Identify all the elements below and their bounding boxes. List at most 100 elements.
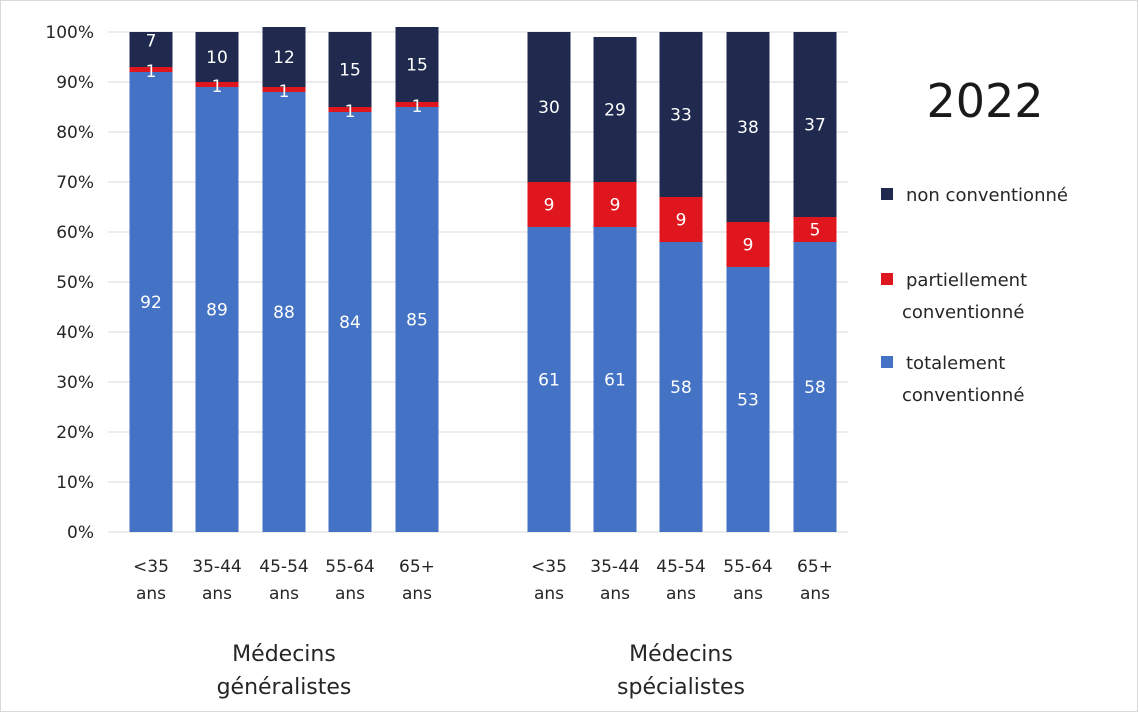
bar-segment bbox=[793, 32, 837, 217]
bar-segment bbox=[129, 72, 173, 532]
category-label: 55-64 bbox=[325, 557, 374, 577]
data-label: 30 bbox=[538, 98, 560, 118]
bar-segment bbox=[659, 197, 703, 242]
bar-segment bbox=[195, 87, 239, 532]
bar-segment bbox=[593, 227, 637, 532]
data-label: 38 bbox=[737, 118, 759, 138]
data-label: 9 bbox=[610, 196, 621, 216]
category-label: 35-44 bbox=[590, 557, 639, 577]
group-label: spécialistes bbox=[617, 675, 745, 700]
data-label: 85 bbox=[406, 311, 428, 331]
bars bbox=[129, 27, 837, 532]
data-label: 12 bbox=[273, 48, 295, 68]
legend-swatch bbox=[881, 356, 893, 368]
category-label: 65+ bbox=[797, 557, 833, 577]
y-tick-label: 40% bbox=[56, 323, 94, 343]
y-tick-label: 10% bbox=[56, 473, 94, 493]
group-label: généralistes bbox=[217, 675, 352, 700]
legend-label: conventionné bbox=[902, 302, 1024, 323]
bar-segment bbox=[659, 32, 703, 197]
category-label: ans bbox=[800, 584, 830, 604]
y-tick-label: 20% bbox=[56, 423, 94, 443]
data-label: 89 bbox=[206, 301, 228, 321]
category-label: <35 bbox=[531, 557, 567, 577]
data-label: 9 bbox=[743, 236, 754, 256]
bar-segment bbox=[395, 27, 439, 102]
bar-segment bbox=[527, 182, 571, 227]
data-label: 15 bbox=[406, 56, 428, 76]
data-label: 84 bbox=[339, 313, 361, 333]
data-label: 1 bbox=[146, 62, 157, 82]
bar-segment bbox=[593, 182, 637, 227]
y-tick-label: 60% bbox=[56, 223, 94, 243]
data-label: 1 bbox=[212, 77, 223, 97]
category-label: 45-54 bbox=[656, 557, 705, 577]
bar-segment bbox=[527, 227, 571, 532]
legend-swatch bbox=[881, 273, 893, 285]
bar-segment bbox=[262, 92, 306, 532]
chart-title: 2022 bbox=[926, 74, 1043, 128]
data-label: 92 bbox=[140, 293, 162, 313]
bar-segment bbox=[328, 32, 372, 107]
legend-label: conventionné bbox=[902, 385, 1024, 406]
data-labels: 92 1 7 89 1 10 88 1 12 84 1 15 85 1 15 61 9 30 61 9 29 58 9 33 5… bbox=[140, 32, 826, 411]
category-label: ans bbox=[335, 584, 365, 604]
data-label: 33 bbox=[670, 106, 692, 126]
bar-segment bbox=[129, 32, 173, 67]
y-tick-label: 0% bbox=[67, 523, 94, 543]
data-label: 1 bbox=[279, 82, 290, 102]
bar-segment bbox=[793, 217, 837, 242]
legend: non conventionné partiellement conventionn… bbox=[881, 185, 1068, 406]
x-axis: <35 ans 35-44 ans 45-54 ans 55-64 ans 65+ ans <35 a… bbox=[133, 557, 833, 604]
bar-segment bbox=[195, 82, 239, 87]
data-label: 53 bbox=[737, 391, 759, 411]
bar-segment bbox=[793, 242, 837, 532]
bar-segment bbox=[395, 102, 439, 107]
data-label: 58 bbox=[670, 378, 692, 398]
y-axis: 0% 10% 20% 30% 40% 50% 60% 70% 80% 90% 100% bbox=[45, 23, 94, 543]
data-label: 9 bbox=[676, 211, 687, 231]
category-label: <35 bbox=[133, 557, 169, 577]
legend-label: totalement bbox=[906, 353, 1005, 374]
data-label: 9 bbox=[544, 196, 555, 216]
y-tick-label: 80% bbox=[56, 123, 94, 143]
bar-segment bbox=[195, 32, 239, 82]
data-label: 1 bbox=[412, 97, 423, 117]
bar-segment bbox=[726, 222, 770, 267]
bar-segment bbox=[593, 37, 637, 182]
bar-segment bbox=[726, 32, 770, 222]
category-label: ans bbox=[600, 584, 630, 604]
category-label: ans bbox=[402, 584, 432, 604]
legend-swatch bbox=[881, 188, 893, 200]
bar-segment bbox=[328, 112, 372, 532]
category-label: ans bbox=[733, 584, 763, 604]
group-labels: Médecins généralistes Médecins spécialistes bbox=[217, 642, 745, 700]
bar-segment bbox=[527, 32, 571, 182]
legend-label: partiellement bbox=[906, 270, 1027, 291]
data-label: 88 bbox=[273, 303, 295, 323]
data-label: 61 bbox=[604, 371, 626, 391]
category-label: ans bbox=[202, 584, 232, 604]
data-label: 37 bbox=[804, 116, 826, 136]
data-label: 29 bbox=[604, 101, 626, 121]
y-tick-label: 90% bbox=[56, 73, 94, 93]
group-label: Médecins bbox=[232, 642, 336, 667]
data-label: 58 bbox=[804, 378, 826, 398]
data-label: 1 bbox=[345, 102, 356, 122]
data-label: 61 bbox=[538, 371, 560, 391]
bar-segment bbox=[395, 107, 439, 532]
y-tick-label: 30% bbox=[56, 373, 94, 393]
data-label: 7 bbox=[146, 32, 157, 52]
legend-label: non conventionné bbox=[906, 185, 1068, 206]
category-label: 65+ bbox=[399, 557, 435, 577]
category-label: 35-44 bbox=[192, 557, 241, 577]
bar-segment bbox=[659, 242, 703, 532]
category-label: ans bbox=[534, 584, 564, 604]
category-label: ans bbox=[666, 584, 696, 604]
bar-segment bbox=[262, 87, 306, 92]
data-label: 5 bbox=[810, 221, 821, 241]
category-label: 45-54 bbox=[259, 557, 308, 577]
y-tick-label: 100% bbox=[45, 23, 94, 43]
y-tick-label: 50% bbox=[56, 273, 94, 293]
